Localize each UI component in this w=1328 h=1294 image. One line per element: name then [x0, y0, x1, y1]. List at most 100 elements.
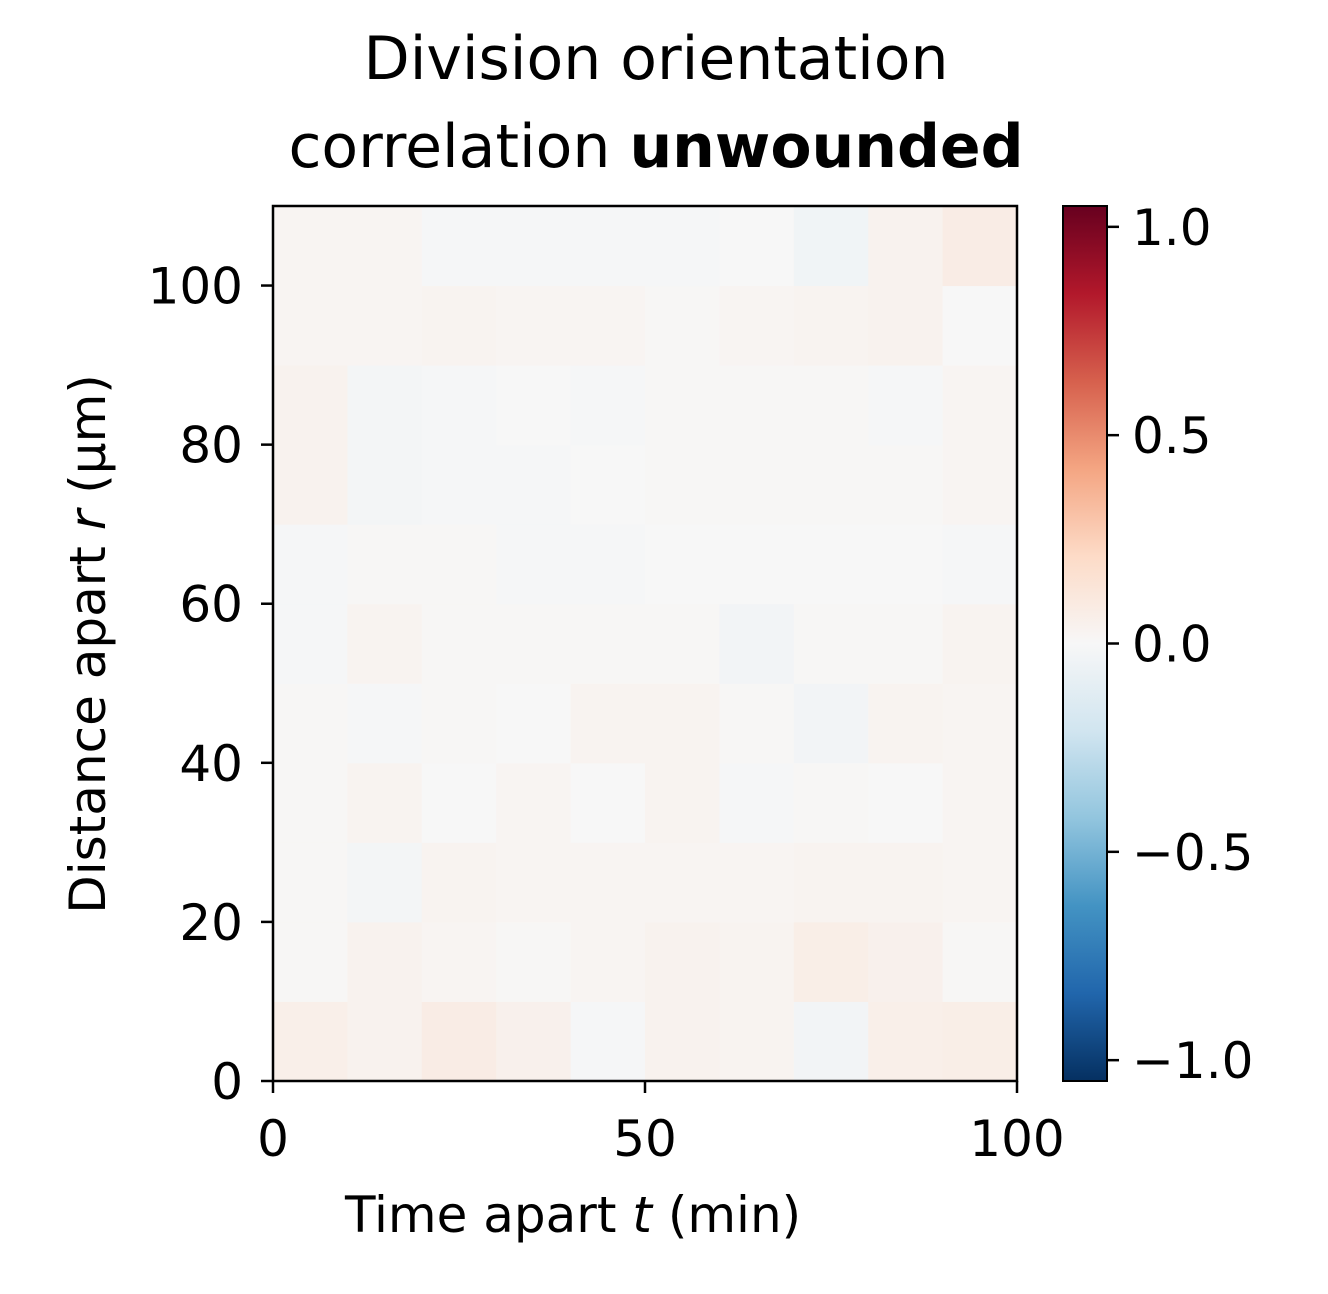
heatmap-cell [793, 206, 869, 287]
y-tick-label: 40 [179, 735, 243, 793]
heatmap-cell [273, 921, 348, 1002]
chart-title-line-2: correlation unwounded [0, 112, 1320, 182]
heatmap-cell [570, 683, 646, 764]
x-axis-label: Time apart t (min) [345, 1186, 801, 1244]
heatmap-cell [496, 365, 572, 446]
heatmap-cell [793, 842, 869, 923]
heatmap-cell [793, 444, 869, 525]
heatmap-cell [570, 1001, 646, 1082]
heatmap-cell [645, 285, 720, 366]
heatmap-cell [273, 524, 348, 605]
heatmap-cell [273, 285, 348, 366]
heatmap-cell [496, 603, 572, 684]
heatmap-cell [645, 762, 720, 843]
heatmap-cell [793, 1001, 869, 1082]
heatmap-cell [793, 365, 869, 446]
heatmap-cell [421, 285, 497, 366]
heatmap-cell [347, 683, 423, 764]
heatmap-cell [273, 1001, 348, 1082]
heatmap-cell [570, 842, 646, 923]
heatmap-cell [570, 444, 646, 525]
heatmap-cell [347, 921, 423, 1002]
heatmap-cell [347, 603, 423, 684]
heatmap-cell [942, 921, 1018, 1002]
x-tick-label: 0 [257, 1110, 289, 1168]
heatmap-cell [868, 444, 944, 525]
y-tick-label: 20 [179, 894, 243, 952]
heatmap-cell [421, 921, 497, 1002]
x-axis-label-text: Time apart [345, 1186, 633, 1244]
chart-title-line-1: Division orientation [363, 24, 949, 94]
heatmap-cell [942, 206, 1018, 287]
y-axis-ticks: 0 20 40 60 80 100 [148, 258, 273, 1111]
heatmap-cell [347, 1001, 423, 1082]
heatmap-cell [347, 842, 423, 923]
heatmap-cell [942, 842, 1018, 923]
heatmap-cell [942, 762, 1018, 843]
heatmap-cell [719, 444, 795, 525]
heatmap-cell [347, 524, 423, 605]
heatmap-cell [421, 365, 497, 446]
heatmap-cell [645, 921, 720, 1002]
heatmap-cell [793, 762, 869, 843]
colorbar-ticks: −1.0 −0.5 0.0 0.5 1.0 [1107, 199, 1253, 1090]
heatmap-cell [273, 444, 348, 525]
y-tick-label: 100 [148, 258, 243, 316]
y-axis-label-unit: (μm) [59, 374, 117, 510]
heatmap-cell [868, 762, 944, 843]
heatmap-cell [496, 921, 572, 1002]
heatmap-cell [496, 524, 572, 605]
x-tick-label: 50 [613, 1110, 677, 1168]
heatmap-cell [868, 683, 944, 764]
heatmap-cell [421, 683, 497, 764]
heatmap-cell [868, 921, 944, 1002]
colorbar-tick-label: 0.5 [1132, 407, 1212, 465]
heatmap-cell [347, 365, 423, 446]
heatmap-cell [868, 365, 944, 446]
heatmap-cell [719, 762, 795, 843]
heatmap-cell [570, 285, 646, 366]
heatmap-cell [496, 206, 572, 287]
heatmap-cell [719, 683, 795, 764]
heatmap-cell [496, 444, 572, 525]
heatmap-cells [273, 206, 1018, 1082]
heatmap-cell [719, 842, 795, 923]
x-tick-label: 100 [969, 1110, 1064, 1168]
heatmap-cell [942, 1001, 1018, 1082]
chart-title-bold: unwounded [629, 112, 1024, 182]
y-axis-label: Distance apart r (μm) [59, 374, 117, 914]
heatmap-cell [496, 285, 572, 366]
heatmap-cell [570, 762, 646, 843]
colorbar-tick-label: −1.0 [1132, 1032, 1253, 1090]
heatmap-cell [868, 206, 944, 287]
heatmap-cell [645, 603, 720, 684]
heatmap-cell [719, 524, 795, 605]
heatmap-cell [421, 444, 497, 525]
heatmap-cell [570, 603, 646, 684]
heatmap-cell [942, 683, 1018, 764]
heatmap-cell [421, 1001, 497, 1082]
heatmap-cell [421, 524, 497, 605]
heatmap-cell [570, 921, 646, 1002]
colorbar-tick-label: 0.0 [1132, 616, 1212, 674]
heatmap-cell [496, 1001, 572, 1082]
heatmap-cell [421, 842, 497, 923]
y-tick-label: 80 [179, 417, 243, 475]
heatmap-cell [645, 206, 720, 287]
heatmap-cell [793, 921, 869, 1002]
heatmap-cell [942, 444, 1018, 525]
heatmap-cell [570, 365, 646, 446]
heatmap-cell [942, 524, 1018, 605]
heatmap-cell [942, 365, 1018, 446]
y-tick-label: 60 [179, 576, 243, 634]
x-axis-label-var: t [632, 1186, 652, 1244]
heatmap-cell [570, 524, 646, 605]
chart-title-prefix: correlation [288, 112, 630, 182]
heatmap-cell [421, 762, 497, 843]
heatmap-cell [645, 444, 720, 525]
heatmap-cell [273, 762, 348, 843]
heatmap-cell [719, 921, 795, 1002]
heatmap-cell [868, 285, 944, 366]
heatmap-cell [496, 762, 572, 843]
